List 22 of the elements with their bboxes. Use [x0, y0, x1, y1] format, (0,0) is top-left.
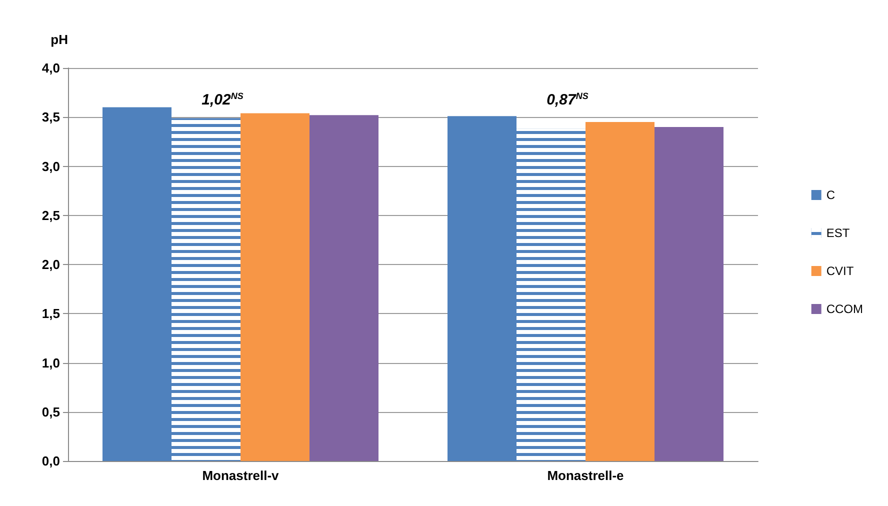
- y-tick-label: 3,5: [42, 110, 60, 125]
- legend-label: CCOM: [826, 302, 864, 316]
- bar: [586, 122, 654, 461]
- y-tick-label: 4,0: [42, 60, 60, 76]
- y-tick-label: 0,5: [42, 404, 60, 420]
- legend-label: C: [826, 188, 836, 202]
- bar: [654, 126, 724, 461]
- y-tick-label: 2,0: [42, 257, 60, 272]
- y-tick-label: 1,5: [42, 306, 60, 322]
- bar: [240, 113, 310, 461]
- legend-label: EST: [826, 226, 850, 240]
- y-tick-label: 3,0: [42, 158, 60, 174]
- x-tick-label: Monastrell-v: [202, 468, 280, 483]
- x-tick-label: Monastrell-e: [547, 468, 624, 483]
- y-tick-label: 0,0: [42, 454, 60, 468]
- y-tick-label: 2,5: [42, 208, 60, 223]
- bar: [310, 115, 378, 461]
- bar: [448, 116, 516, 461]
- y-axis-title: pH: [50, 32, 68, 47]
- legend-label: CVIT: [826, 264, 854, 278]
- y-tick-label: 1,0: [42, 355, 60, 370]
- bar: [102, 107, 172, 461]
